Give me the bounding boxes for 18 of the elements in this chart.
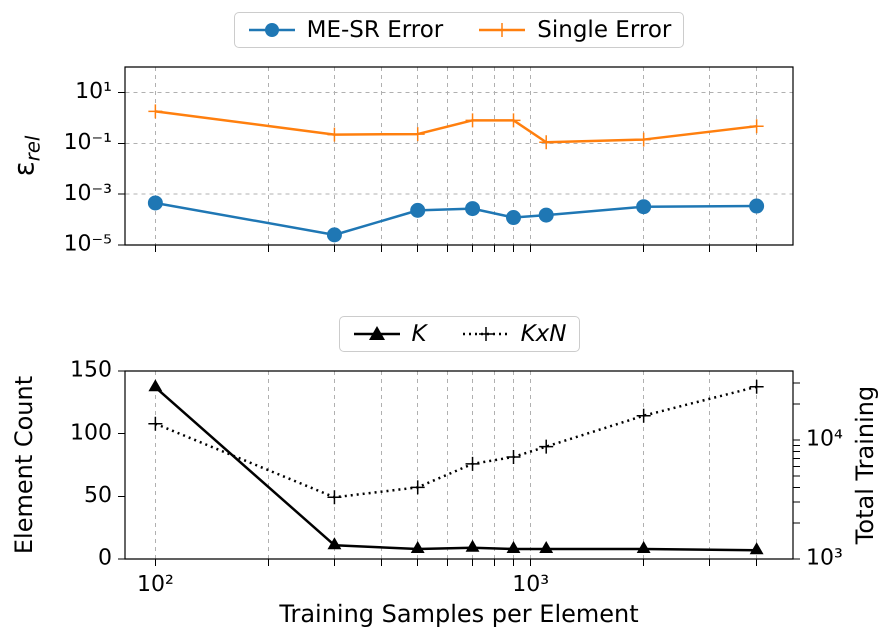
y-tick-label: 10⁻⁵	[64, 232, 112, 257]
y-tick-label: 50	[84, 483, 112, 508]
legend-label: Single Error	[537, 17, 672, 43]
y-tick-label: 100	[70, 420, 112, 446]
y-tick-label: 10⁻¹	[64, 130, 112, 156]
legend-label: KxN	[520, 321, 566, 347]
y-axis-title: Total Training	[851, 386, 880, 546]
y-axis-title: εrel	[7, 135, 44, 176]
y-axis-title: Element Count	[10, 376, 38, 554]
x-axis-title: Training Samples per Element	[278, 600, 639, 628]
y-tick-label: 150	[70, 358, 112, 383]
legend-label: K	[412, 321, 427, 347]
x-tick-label: 10²	[136, 572, 174, 597]
y-tick-label: 0	[98, 546, 112, 571]
y-tick-label: 10⁴	[806, 426, 843, 452]
y-tick-label: 10⁻³	[64, 180, 112, 206]
legend-label: ME-SR Error	[306, 17, 444, 43]
y-tick-label: 10¹	[75, 79, 112, 104]
